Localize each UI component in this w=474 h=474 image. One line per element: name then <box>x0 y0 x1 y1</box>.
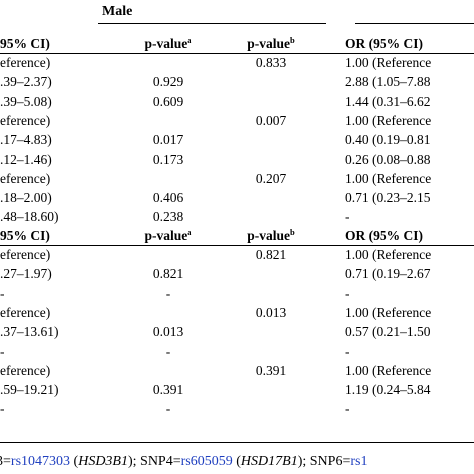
table-cell-or: .59–19.21) <box>0 382 59 398</box>
table-cell-or: .39–5.08) <box>0 93 52 109</box>
table-cell-or2: - <box>345 285 350 301</box>
header-or2: OR (95% CI) <box>345 228 423 243</box>
header-p-b: p-valueb <box>247 227 295 243</box>
table-cell-or2: 0.26 (0.08–0.88 <box>345 151 431 167</box>
header-p-a: p-valuea <box>144 35 192 51</box>
table-cell-or: eference) <box>0 247 51 262</box>
table-cell-or2: 1.00 (Reference <box>345 304 432 320</box>
table-cell-or: - <box>0 285 5 301</box>
table-cell-p-a: 0.391 <box>152 382 184 398</box>
table-cell-p-b: 0.821 <box>255 247 287 262</box>
table-cell-p-b: 0.207 <box>255 170 287 186</box>
table-cell-or: .48–18.60) <box>0 209 59 225</box>
table-cell-p-b: 0.391 <box>255 362 287 378</box>
table-cell-or2: 0.71 (0.23–2.15 <box>345 190 431 206</box>
table-cell-p-a: - <box>165 401 171 417</box>
header-or: 95% CI) <box>0 228 50 243</box>
gene-name: HSD17B1 <box>240 454 298 469</box>
table-cell-or2: 1.19 (0.24–5.84 <box>345 382 431 398</box>
table-cell-or: eference) <box>0 362 51 378</box>
table-cell-or2: 2.88 (1.05–7.88 <box>345 74 431 90</box>
group-header-male: Male <box>102 4 133 19</box>
gene-name: HSD3B1 <box>78 454 128 469</box>
table-cell-p-a: 0.929 <box>152 74 184 90</box>
table-cell-or2: 1.00 (Reference <box>345 362 432 378</box>
table-cell-or2: - <box>345 401 350 417</box>
snp-link-rs1047303[interactable]: rs1047303 <box>10 454 71 469</box>
table-cell-or2: - <box>345 343 350 359</box>
table-cell-or2: 1.00 (Reference <box>345 247 432 262</box>
table-cell-or2: 1.00 (Reference <box>345 55 432 70</box>
bottom-rule <box>0 442 474 443</box>
snp-link-rs1[interactable]: rs1 <box>350 454 368 469</box>
table-cell-or: .37–13.61) <box>0 324 59 340</box>
table-cell-or2: 1.44 (0.31–6.62 <box>345 93 431 109</box>
footnote-text: 3= <box>0 454 11 469</box>
table-cell-p-a: 0.238 <box>152 209 184 225</box>
header-or2: OR (95% CI) <box>345 36 423 51</box>
table-footnote: 3=rs1047303 (HSD3B1); SNP4=rs605059 (HSD… <box>0 454 367 470</box>
table-cell-p-a: - <box>165 285 171 301</box>
header-or: 95% CI) <box>0 36 50 51</box>
table-cell-p-a: 0.173 <box>152 151 184 167</box>
table-cell-or: .27–1.97) <box>0 266 52 282</box>
header-rule <box>0 245 474 246</box>
snp-link-rs605059[interactable]: rs605059 <box>180 454 233 469</box>
table-cell-p-a: 0.821 <box>152 266 184 282</box>
table-cell-or: eference) <box>0 304 51 320</box>
table-cell-or2: 0.71 (0.19–2.67 <box>345 266 431 282</box>
table-cell-or2: 1.00 (Reference <box>345 112 432 128</box>
header-p-b: p-valueb <box>247 35 295 51</box>
table-cell-or: eference) <box>0 170 51 186</box>
table-cell-or2: 0.57 (0.21–1.50 <box>345 324 431 340</box>
table-cell-p-a: 0.017 <box>152 132 184 148</box>
table-cell-or: .39–2.37) <box>0 74 52 90</box>
table-cell-or: .12–1.46) <box>0 151 52 167</box>
table-cell-or: .17–4.83) <box>0 132 52 148</box>
footnote-text: ); SNP4= <box>127 454 181 469</box>
table-cell-or: .18–2.00) <box>0 190 52 206</box>
footnote-text: ); SNP6= <box>297 454 351 469</box>
table-cell-p-b: 0.007 <box>255 112 287 128</box>
table-cell-p-b: 0.013 <box>255 304 287 320</box>
table-cell-p-a: 0.013 <box>152 324 184 340</box>
table-cell-or2: 1.00 (Reference <box>345 170 432 186</box>
table-cell-p-a: - <box>165 343 171 359</box>
table-cell-or: - <box>0 401 5 417</box>
table-cell-or: eference) <box>0 112 51 128</box>
header-p-a: p-valuea <box>144 227 192 243</box>
footnote-paren: ( <box>232 454 241 469</box>
table-cell-or: - <box>0 343 5 359</box>
table-cell-or2: 0.40 (0.19–0.81 <box>345 132 431 148</box>
table-cell-p-a: 0.406 <box>152 190 184 206</box>
table-cell-or2: - <box>345 209 350 225</box>
table-cell-p-a: 0.609 <box>152 93 184 109</box>
group-rule-right <box>355 23 474 24</box>
footnote-paren: ( <box>70 454 79 469</box>
table-cell-p-b: 0.833 <box>255 55 287 70</box>
table-cell-or: eference) <box>0 55 51 70</box>
header-rule <box>0 53 474 54</box>
group-rule <box>98 23 326 24</box>
